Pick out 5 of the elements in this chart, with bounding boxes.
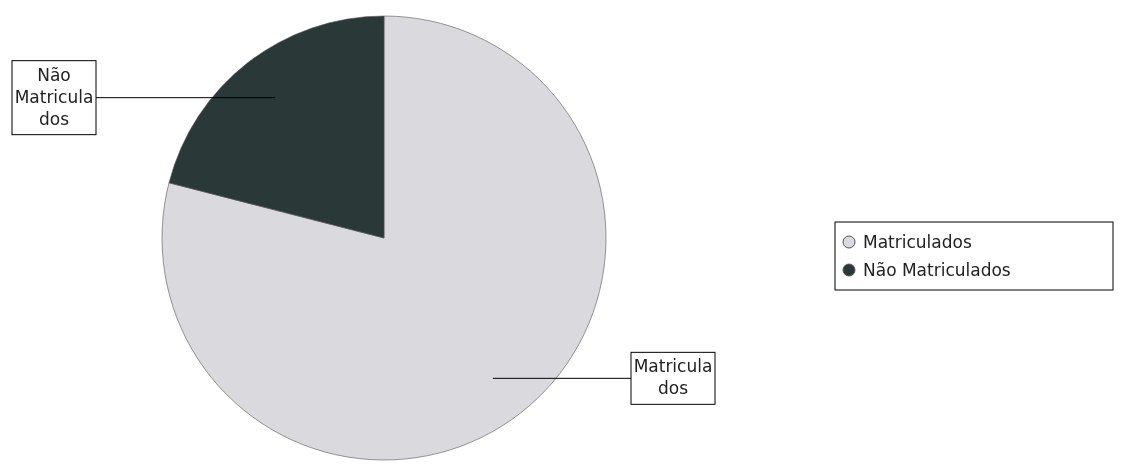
pie-slice <box>161 15 607 461</box>
legend-label: Não Matriculados <box>863 260 1011 280</box>
legend-label: Matriculados <box>863 232 972 252</box>
text: Matricula dos <box>633 356 713 399</box>
text: Não Matricula dos <box>14 64 94 129</box>
